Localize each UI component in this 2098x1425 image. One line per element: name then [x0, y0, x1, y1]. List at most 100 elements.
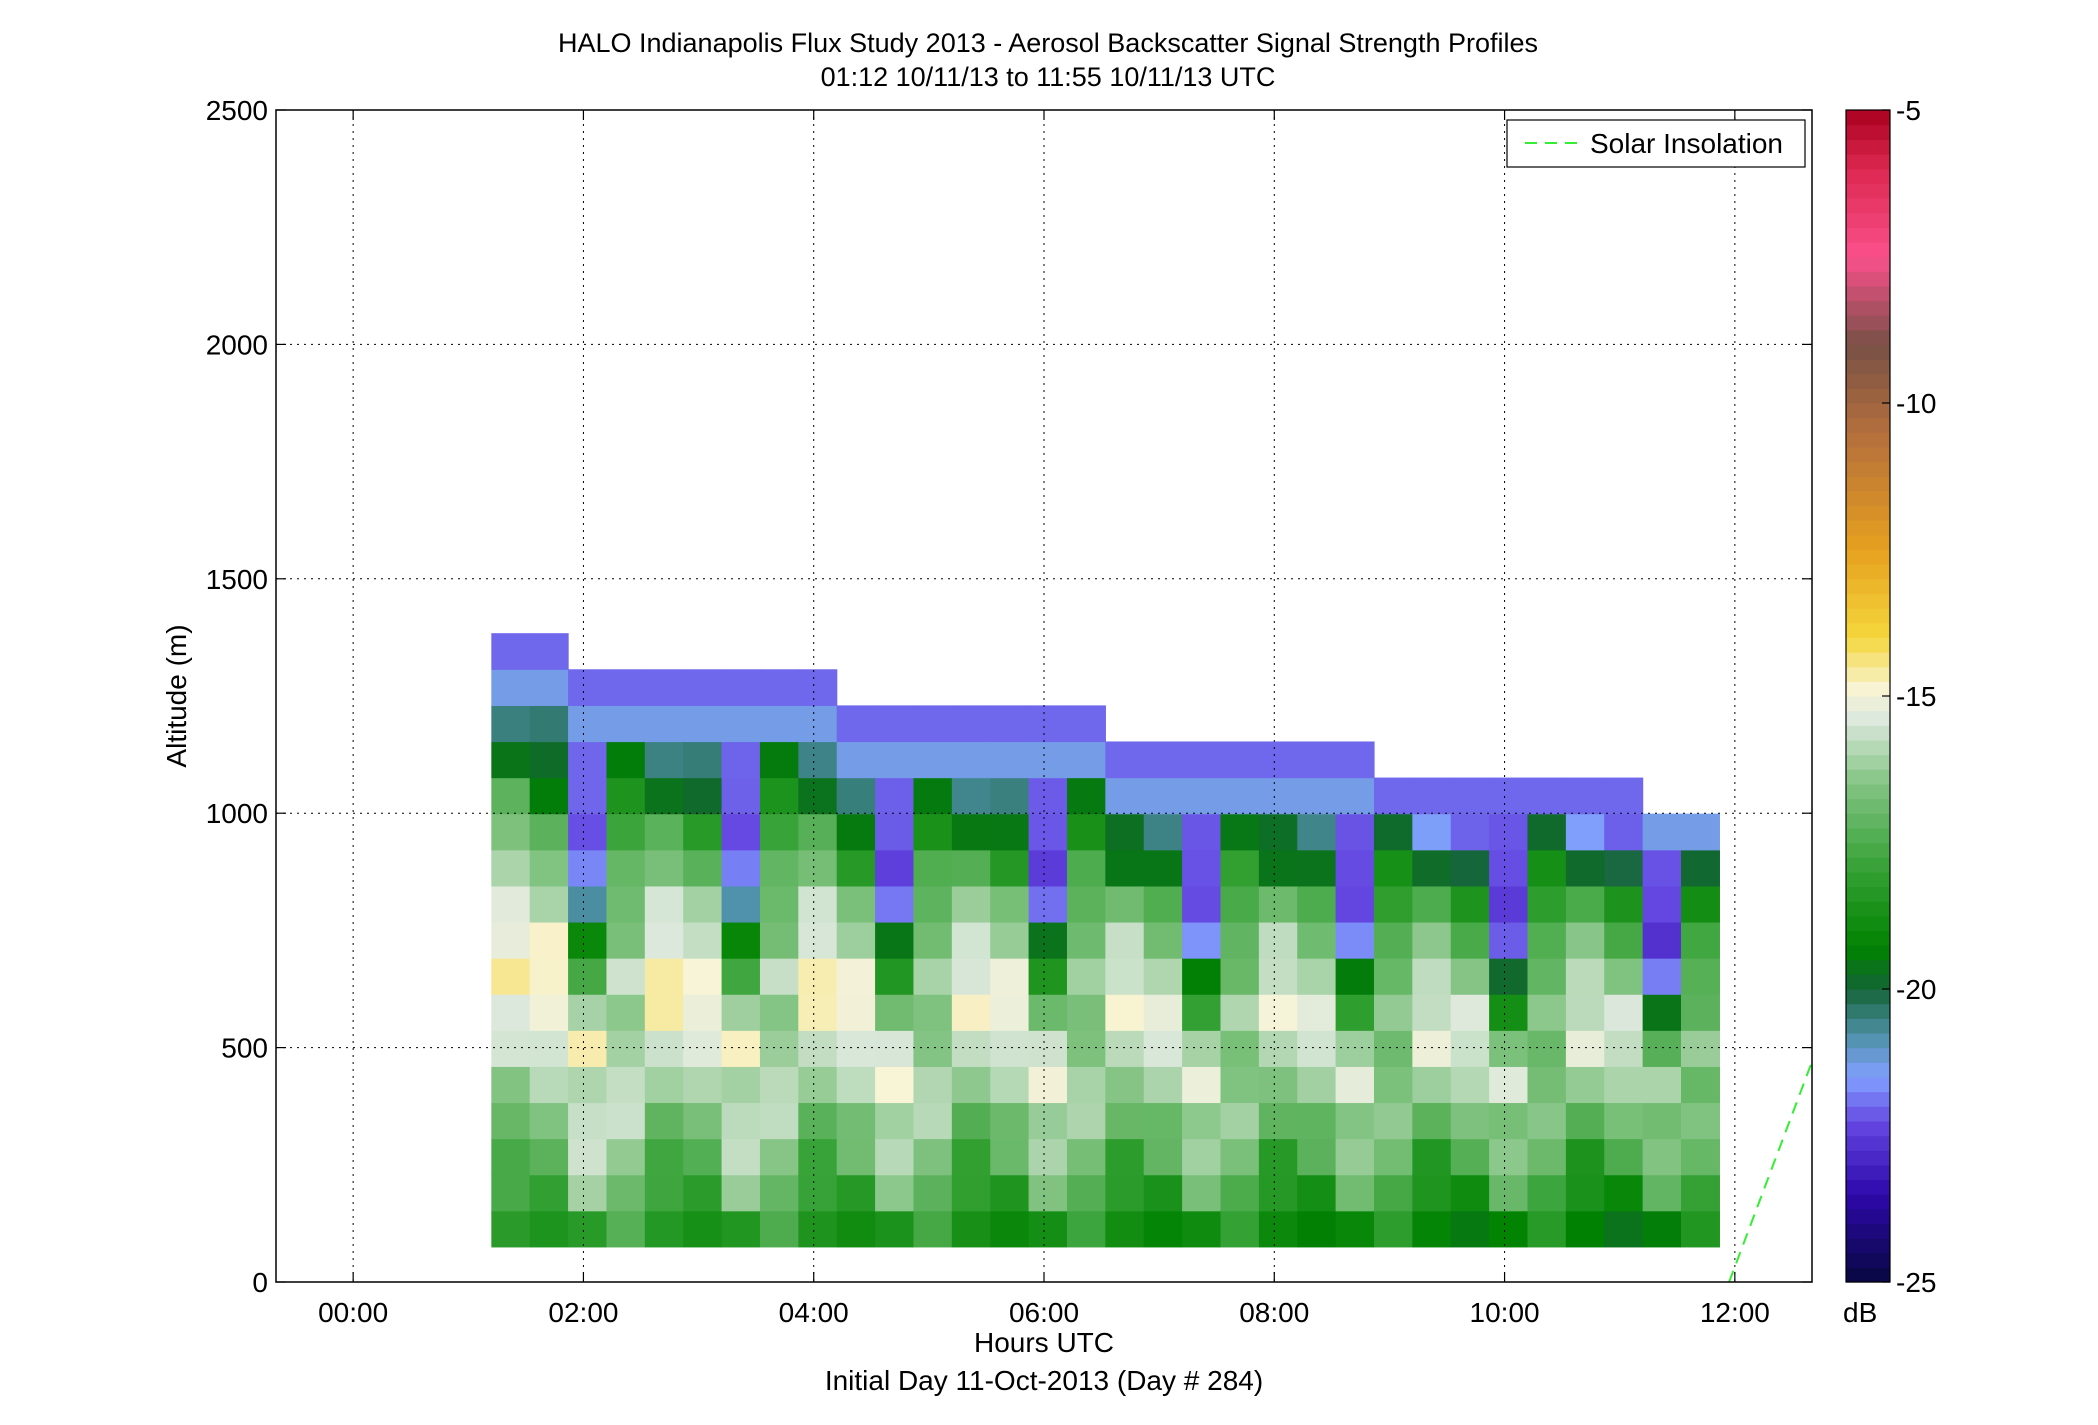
heatmap-cell — [798, 777, 838, 815]
heatmap-cell — [1143, 741, 1183, 779]
heatmap-cell — [1527, 1030, 1567, 1067]
heatmap-cell — [1335, 741, 1375, 779]
heatmap-cell — [1412, 1174, 1452, 1212]
colorbar-segment — [1846, 388, 1890, 404]
heatmap-cell — [644, 669, 684, 706]
colorbar-segment — [1846, 534, 1890, 551]
heatmap-cell — [1297, 1174, 1337, 1212]
heatmap-cell — [1527, 958, 1567, 995]
heatmap-cell — [990, 813, 1030, 851]
heatmap-cell — [1258, 1138, 1298, 1176]
heatmap-cell — [1182, 1174, 1222, 1212]
heatmap-cell — [1182, 958, 1222, 995]
heatmap-cell — [529, 849, 569, 887]
heatmap-cell — [1028, 1138, 1068, 1176]
heatmap-cell — [1258, 813, 1298, 851]
heatmap-cell — [1335, 1102, 1375, 1140]
y-tick-label: 0 — [252, 1267, 268, 1298]
heatmap-cell — [1681, 994, 1720, 1031]
heatmap-cell — [491, 1174, 531, 1212]
y-tick-label: 2000 — [206, 329, 268, 360]
colorbar-label: dB — [1843, 1297, 1877, 1328]
heatmap-cell — [1412, 994, 1452, 1031]
heatmap-cell — [836, 921, 876, 959]
heatmap-cell — [875, 1138, 915, 1176]
heatmap-cell — [1642, 921, 1682, 959]
colorbar-segment — [1846, 124, 1890, 140]
colorbar-segment — [1846, 344, 1890, 360]
heatmap-cell — [683, 1102, 723, 1140]
colorbar-segment — [1846, 593, 1890, 609]
heatmap-cell — [1066, 1066, 1106, 1104]
heatmap-cell — [875, 885, 915, 923]
heatmap-cell — [951, 777, 991, 815]
y-axis-ticks: 0 500 1000 1500 2000 2500 — [206, 95, 1812, 1298]
colorbar-segment — [1846, 637, 1890, 653]
heatmap-cell — [1489, 1210, 1529, 1248]
heatmap-cell — [1489, 1138, 1529, 1176]
heatmap-cell — [875, 777, 915, 815]
heatmap-cell — [1335, 849, 1375, 887]
heatmap-cell — [1105, 921, 1145, 959]
heatmap-cell — [1604, 1138, 1644, 1176]
heatmap-cell — [1373, 813, 1413, 851]
heatmap-cell — [759, 741, 799, 779]
heatmap-cell — [1335, 777, 1375, 815]
heatmap-cell — [1565, 849, 1605, 887]
heatmap-cell — [1028, 1174, 1068, 1212]
heatmap-cell — [1182, 1030, 1222, 1067]
heatmap-cell — [1335, 1066, 1375, 1104]
heatmap-cell — [759, 813, 799, 851]
colorbar-segment — [1846, 241, 1890, 258]
heatmap-cell — [721, 777, 761, 815]
heatmap-cell — [721, 1138, 761, 1176]
heatmap-cell — [1450, 1210, 1490, 1248]
colorbar-segment — [1846, 403, 1890, 419]
colorbar-segment — [1846, 432, 1890, 448]
colorbar-segment — [1846, 1179, 1890, 1195]
y-tick-label: 1000 — [206, 798, 268, 829]
heatmap-cell — [606, 1030, 646, 1067]
heatmap-cell — [1028, 705, 1068, 743]
heatmap-cell — [568, 777, 608, 815]
heatmap-cell — [1450, 1138, 1490, 1176]
heatmap-cell — [1143, 849, 1183, 887]
heatmap-cell — [606, 1102, 646, 1140]
heatmap-cell — [951, 1174, 991, 1212]
heatmap-cell — [951, 958, 991, 995]
heatmap-cell — [644, 705, 684, 743]
heatmap-cell — [1373, 1210, 1413, 1248]
colorbar-segment — [1846, 373, 1890, 389]
heatmap-cell — [759, 1210, 799, 1248]
colorbar-segment — [1846, 285, 1890, 302]
heatmap-cell — [1258, 1030, 1298, 1067]
y-tick-label: 500 — [221, 1033, 268, 1064]
colorbar-segment — [1846, 1267, 1890, 1283]
heatmap-cell — [1182, 849, 1222, 887]
heatmap-cell — [1066, 1210, 1106, 1248]
heatmap-cell — [683, 1138, 723, 1176]
heatmap-cell — [1604, 1066, 1644, 1104]
solar-insolation-line — [1728, 1061, 1813, 1283]
heatmap-cell — [951, 1102, 991, 1140]
y-tick-label: 1500 — [206, 564, 268, 595]
heatmap-cell — [1373, 921, 1413, 959]
heatmap-cell — [1182, 1066, 1222, 1104]
heatmap-cell — [1489, 813, 1529, 851]
heatmap-cell — [1066, 813, 1106, 851]
heatmap-cell — [990, 994, 1030, 1031]
heatmap-cell — [1182, 885, 1222, 923]
colorbar-ticks: -5 -10 -15 -20 -25 — [1882, 95, 1936, 1298]
heatmap-cell — [721, 813, 761, 851]
heatmap-cell — [990, 1066, 1030, 1104]
heatmap-cell — [836, 705, 876, 743]
heatmap-cell — [1066, 1030, 1106, 1067]
heatmap-cell — [1450, 1066, 1490, 1104]
heatmap-cell — [759, 705, 799, 743]
heatmap-cell — [875, 741, 915, 779]
heatmap-cell — [721, 849, 761, 887]
heatmap-cell — [491, 958, 531, 995]
heatmap-cell — [1105, 958, 1145, 995]
colorbar-segment — [1846, 1238, 1890, 1254]
